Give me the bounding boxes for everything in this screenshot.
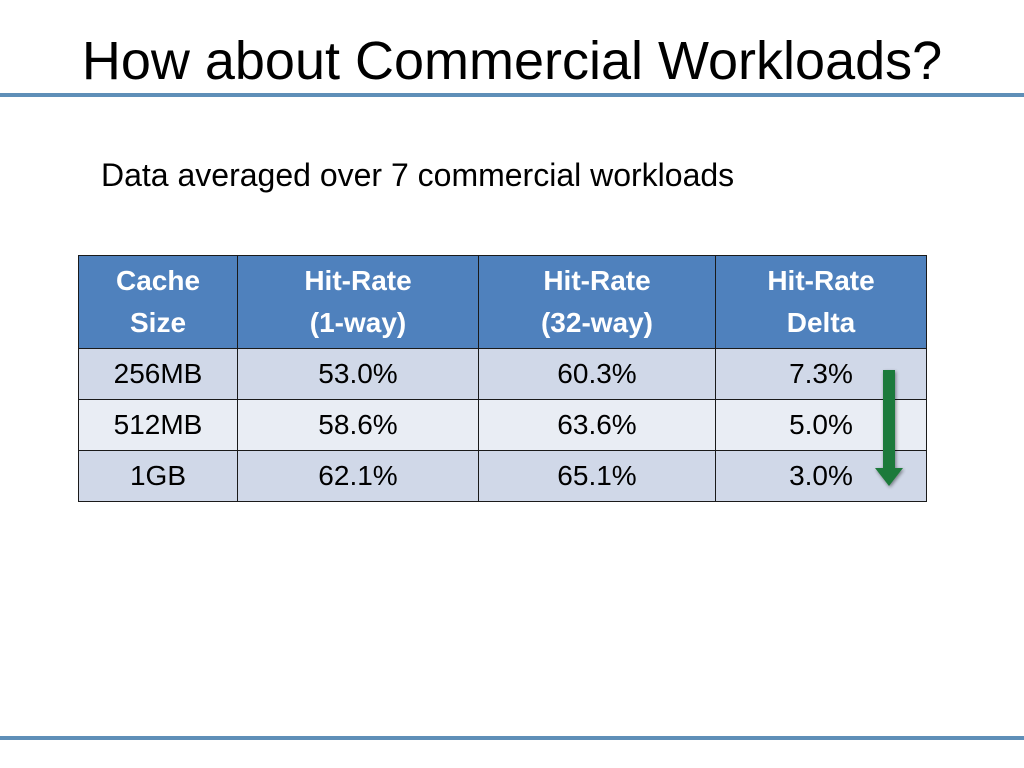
header-text: Delta: [786, 307, 856, 338]
cell-hit-rate-32way: 65.1%: [478, 450, 716, 502]
header-text: (32-way): [540, 307, 654, 338]
table-row: 1GB 62.1% 65.1% 3.0%: [78, 450, 927, 502]
cell-hit-rate-1way: 62.1%: [237, 450, 479, 502]
header-text: Hit-Rate: [543, 265, 651, 296]
slide-title: How about Commercial Workloads?: [81, 31, 943, 91]
cell-hit-rate-32way: 63.6%: [478, 399, 716, 451]
cell-cache-size: 1GB: [78, 450, 238, 502]
header-hit-rate-1way: Hit-Rate (1-way): [237, 255, 479, 349]
header-text: Size: [129, 307, 187, 338]
cell-hit-rate-32way: 60.3%: [478, 348, 716, 400]
cell-cache-size: 512MB: [78, 399, 238, 451]
table-row: 256MB 53.0% 60.3% 7.3%: [78, 348, 927, 400]
cell-hit-rate-1way: 53.0%: [237, 348, 479, 400]
cell-cache-size: 256MB: [78, 348, 238, 400]
header-hit-rate-delta: Hit-Rate Delta: [715, 255, 927, 349]
header-cache-size: Cache Size: [78, 255, 238, 349]
table-header-row: Cache Size Hit-Rate (1-way) Hit-Rate (32…: [78, 255, 927, 349]
header-text: (1-way): [309, 307, 407, 338]
header-text: Hit-Rate: [767, 265, 875, 296]
hit-rate-table: Cache Size Hit-Rate (1-way) Hit-Rate (32…: [78, 255, 927, 502]
down-arrow-shape: [875, 370, 903, 486]
header-text: Hit-Rate: [304, 265, 412, 296]
down-arrow-icon: [875, 370, 903, 486]
cell-hit-rate-1way: 58.6%: [237, 399, 479, 451]
title-divider: [0, 93, 1024, 97]
header-hit-rate-32way: Hit-Rate (32-way): [478, 255, 716, 349]
table-row: 512MB 58.6% 63.6% 5.0%: [78, 399, 927, 451]
header-text: Cache: [115, 265, 201, 296]
footer-divider: [0, 736, 1024, 740]
slide-subtitle: Data averaged over 7 commercial workload…: [101, 157, 735, 193]
